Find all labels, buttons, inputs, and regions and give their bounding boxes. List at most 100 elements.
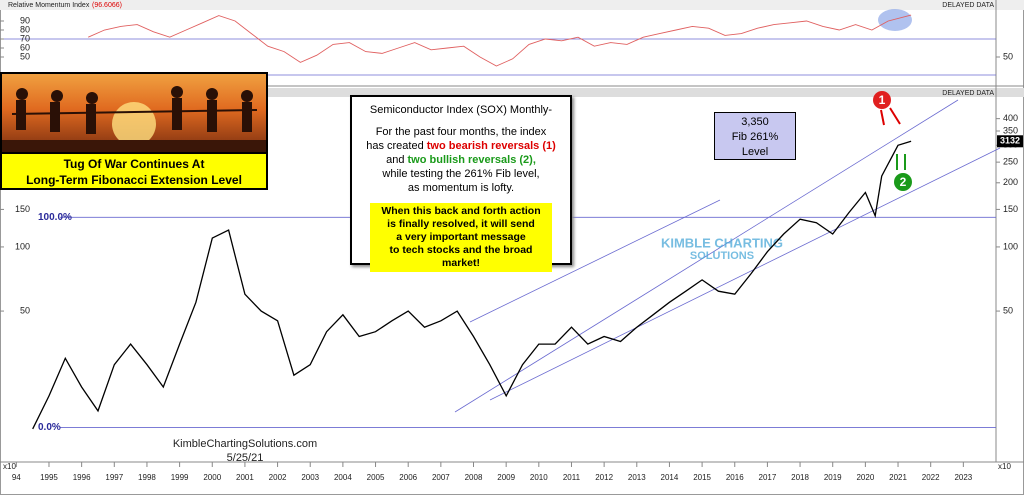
arrow (880, 109, 885, 126)
note-line: and two bullish reversals (2), (352, 153, 570, 167)
channel-line (469, 199, 721, 323)
right-tick-label: 200 (1003, 177, 1018, 187)
note-line: For the past four months, the index (375, 126, 547, 138)
x-tick-label: 1995 (40, 473, 58, 482)
scale-label: x10 (3, 462, 16, 471)
right-tick-label: 100 (1003, 241, 1018, 251)
note-box: Semiconductor Index (SOX) Monthly- For t… (350, 95, 572, 272)
x-tick-label: 2023 (954, 473, 972, 482)
x-tick-label: 2009 (497, 473, 515, 482)
x-tick-label: 2011 (563, 473, 581, 482)
right-tick-label: 50 (1003, 51, 1013, 61)
date: 5/25/21 (227, 452, 264, 464)
right-tick-label: 150 (1003, 204, 1018, 214)
y-tick-label: 90 (20, 15, 30, 25)
x-tick-label: 2015 (693, 473, 711, 482)
caption-line: Long-Term Fibonacci Extension Level (26, 173, 242, 187)
highlight-line: When this back and forth action (381, 205, 541, 217)
x-tick-label: 1996 (73, 473, 91, 482)
arrow (889, 107, 901, 125)
fib-line: Level (741, 146, 769, 158)
right-tick-label: 250 (1003, 157, 1018, 167)
marker (894, 173, 912, 191)
status: DELAYED DATA (942, 2, 994, 9)
series-line (32, 140, 912, 430)
x-tick-label: 2013 (628, 473, 646, 482)
y-tick-label: 150 (15, 204, 30, 214)
x-tick-label: 2008 (465, 473, 483, 482)
fib-label: 100.0% (38, 212, 72, 223)
right-tick-label: 400 (1003, 113, 1018, 123)
x-tick-label: 2018 (791, 473, 809, 482)
fib-label: 0.0% (38, 422, 61, 433)
highlight-line: a very important message (396, 231, 526, 243)
source: KimbleChartingSolutions.com (173, 438, 317, 450)
note-red: two bearish reversals (1) (426, 140, 556, 152)
x-tick-label: 2002 (269, 473, 287, 482)
top-header (0, 0, 1024, 10)
x-tick-label: 2000 (203, 473, 221, 482)
price-header (0, 88, 1024, 97)
channel-line (489, 147, 1001, 401)
channel-line (454, 99, 959, 413)
highlight (878, 9, 912, 31)
status: DELAYED DATA (942, 90, 994, 97)
scale-label: x10 (998, 462, 1011, 471)
series-line (88, 14, 912, 67)
fib-box: 3,350 Fib 261% Level (714, 112, 796, 160)
y-tick-label: 50 (20, 51, 30, 61)
x-tick-label: 1997 (105, 473, 123, 482)
x-tick-label: 2006 (399, 473, 417, 482)
highlight-line: is finally resolved, it will send (387, 218, 535, 230)
x-tick-label: 1999 (171, 473, 189, 482)
last-price-label: 3132 (1000, 136, 1020, 146)
x-tick-label: 2016 (726, 473, 744, 482)
y-tick-label: 60 (20, 42, 30, 52)
watermark: SOLUTIONS (690, 250, 754, 262)
caption: Tug Of War Continues At Long-Term Fibona… (2, 152, 266, 188)
note-title: Semiconductor Index (SOX) Monthly- (369, 104, 553, 116)
x-tick-label: 2001 (236, 473, 254, 482)
highlight-line: to tech stocks and the broad market! (389, 244, 533, 269)
last-price-box (997, 135, 1023, 148)
note-text: has created (366, 140, 427, 152)
x-tick-label: 2017 (759, 473, 777, 482)
photo (2, 74, 266, 152)
fib-line: 3,350 (741, 116, 769, 128)
x-tick-label: 94 (12, 473, 21, 482)
x-tick-label: 2003 (301, 473, 319, 482)
marker-label: 1 (879, 93, 886, 107)
fib-line: Fib 261% (731, 131, 779, 143)
watermark: KIMBLE CHARTING (661, 235, 783, 250)
y-tick-label: 50 (20, 305, 30, 315)
highlight-box: When this back and forth action is final… (370, 203, 552, 272)
caption-line: Tug Of War Continues At (63, 157, 205, 171)
right-tick-label: 350 (1003, 125, 1018, 135)
note-green: two bullish reversals (2), (407, 154, 536, 166)
x-tick-label: 2014 (661, 473, 679, 482)
x-tick-label: 2012 (595, 473, 613, 482)
x-tick-label: 2020 (856, 473, 874, 482)
note-text: and (386, 154, 408, 166)
image-callout: Tug Of War Continues At Long-Term Fibona… (0, 72, 268, 190)
x-tick-label: 2019 (824, 473, 842, 482)
rmi-title: Relative Momentum Index (8, 2, 90, 9)
y-tick-label: 80 (20, 24, 30, 34)
y-tick-label: 100 (15, 241, 30, 251)
note-line: while testing the 261% Fib level, (382, 168, 540, 180)
note-line: as momentum is lofty. (407, 182, 515, 194)
x-tick-label: 1998 (138, 473, 156, 482)
x-tick-label: 2004 (334, 473, 352, 482)
rmi-current: (96.6066) (92, 2, 122, 9)
y-tick-label: 70 (20, 33, 30, 43)
right-tick-label: 50 (1003, 305, 1013, 315)
x-tick-label: 2005 (367, 473, 385, 482)
marker (873, 91, 891, 109)
note-line: has created two bearish reversals (1) (352, 139, 570, 153)
x-tick-label: 2021 (889, 473, 907, 482)
x-tick-label: 2022 (922, 473, 940, 482)
x-tick-label: 2010 (530, 473, 548, 482)
silhouettes (2, 86, 266, 152)
x-tick-label: 2007 (432, 473, 450, 482)
